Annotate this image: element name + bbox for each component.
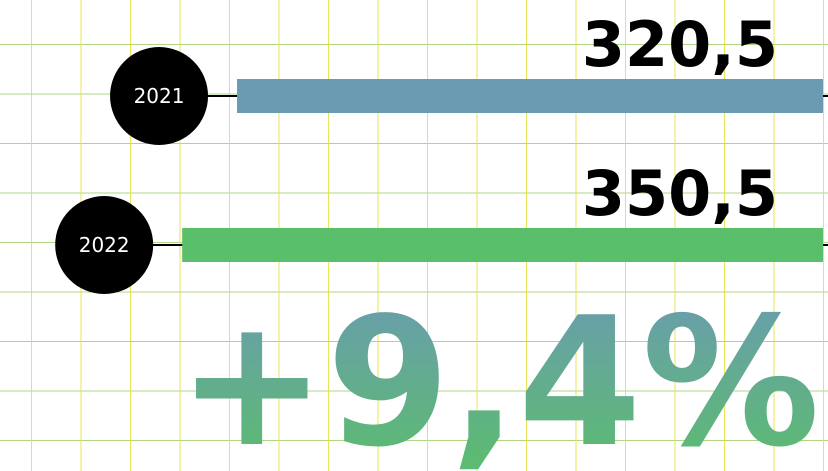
bars-layer: 2021 320,5 2022 350,5 <box>55 8 828 294</box>
year-label-2021: 2021 <box>134 84 185 108</box>
bar-2022 <box>182 228 823 262</box>
year-label-2022: 2022 <box>79 233 130 257</box>
change-percent-label: +9,4% <box>177 279 820 471</box>
value-label-2021: 320,5 <box>582 8 778 81</box>
bar-2021 <box>237 79 823 113</box>
year-circle-2022 <box>55 196 154 294</box>
value-label-2022: 350,5 <box>582 157 778 230</box>
year-circle-2021 <box>110 47 209 145</box>
